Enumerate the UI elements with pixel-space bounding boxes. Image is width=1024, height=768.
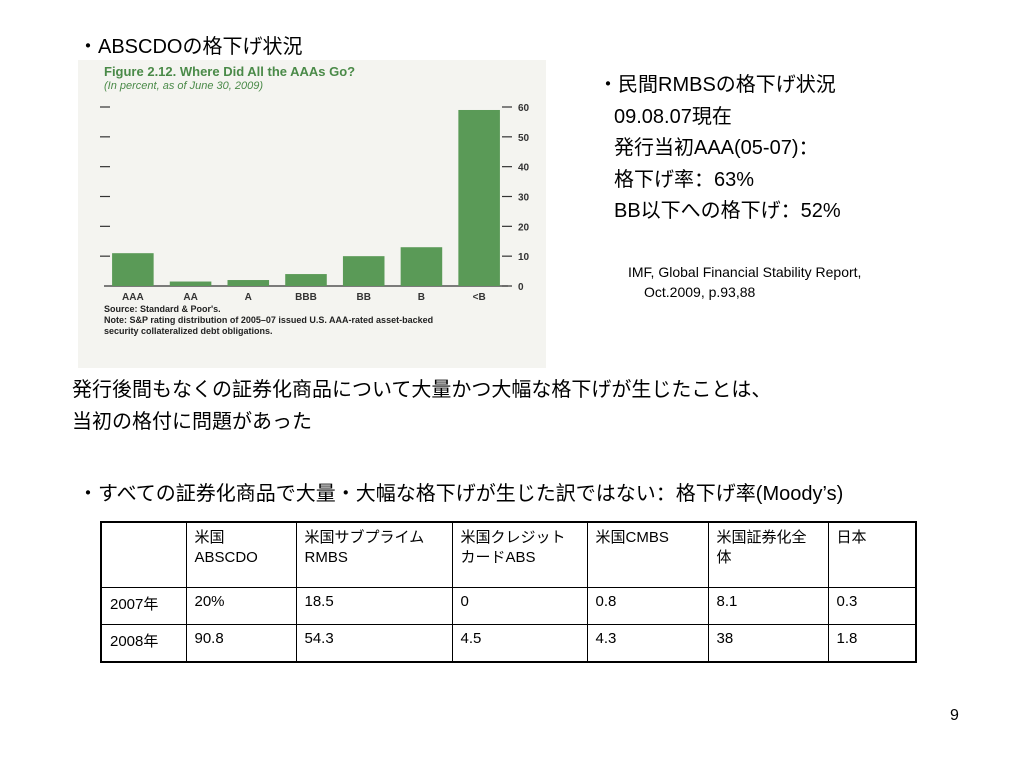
- header-cell: 米国ABSCDO: [185, 521, 297, 588]
- table-header-row: 米国ABSCDO 米国サブプライムRMBS 米国クレジットカードABS 米国CM…: [100, 521, 917, 588]
- citation-line: IMF, Global Financial Stability Report,: [628, 264, 862, 280]
- bar-ltb: [458, 109, 500, 286]
- table-cell: 0: [451, 587, 588, 625]
- rmbs-below-bb-rate: BB以下への格下げ：52%: [614, 200, 841, 222]
- chart-source-note: Source: Standard & Poor's.: [104, 304, 221, 314]
- row-label: 2007年: [100, 587, 187, 625]
- x-tick-label: BBB: [295, 292, 317, 303]
- y-tick-label: 50: [518, 133, 530, 144]
- row-label: 2008年: [100, 623, 187, 663]
- chart-source-note: security collateralized debt obligations…: [104, 326, 273, 336]
- table-cell: 38: [707, 623, 829, 663]
- table-cell: 18.5: [295, 587, 453, 625]
- rmbs-date: 09.08.07現在: [614, 105, 732, 128]
- table-cell: 1.8: [827, 623, 917, 663]
- x-tick-label: AA: [183, 292, 197, 303]
- y-tick-label: 30: [518, 193, 530, 204]
- conclusion-line: 発行後間もなくの証券化商品について大量かつ大幅な格下げが生じたことは、: [72, 379, 772, 401]
- x-tick-label: BB: [356, 292, 370, 303]
- y-tick-label: 40: [518, 163, 530, 174]
- bar-chart: Figure 2.12. Where Did All the AAAs Go?(…: [100, 64, 530, 336]
- chart-title: Figure 2.12. Where Did All the AAAs Go?: [104, 64, 355, 79]
- conclusion-line: 当初の格付に問題があった: [72, 411, 312, 433]
- bar-aa: [169, 281, 212, 286]
- bar-bbb: [285, 274, 327, 286]
- table-row: 2007年 20% 18.5 0 0.8 8.1 0.3: [100, 587, 917, 625]
- header-cell: [100, 521, 187, 588]
- chart-source-note: Note: S&P rating distribution of 2005–07…: [104, 315, 433, 325]
- bar-b: [400, 247, 443, 286]
- table-cell: 0.8: [586, 587, 709, 625]
- header-cell: 米国サブプライムRMBS: [295, 521, 453, 588]
- y-tick-label: 0: [518, 282, 524, 293]
- y-tick-label: 10: [518, 252, 530, 263]
- citation-line: Oct.2009, p.93,88: [644, 284, 756, 300]
- table-row: 2008年 90.8 54.3 4.5 4.3 38 1.8: [100, 623, 917, 663]
- header-cell: 日本: [827, 521, 917, 588]
- header-cell: 米国CMBS: [586, 521, 709, 588]
- y-tick-label: 20: [518, 222, 530, 233]
- table-cell: 90.8: [185, 623, 297, 663]
- chart-subtitle: (In percent, as of June 30, 2009): [104, 80, 263, 92]
- header-cell: 米国クレジットカードABS: [451, 521, 588, 588]
- page-number: 9: [950, 707, 959, 724]
- table-cell: 4.5: [451, 623, 588, 663]
- x-tick-label: AAA: [122, 292, 144, 303]
- table-cell: 20%: [185, 587, 297, 625]
- x-tick-label: B: [418, 292, 425, 303]
- rmbs-title: ・民間RMBSの格下げ状況: [598, 74, 836, 96]
- table-cell: 4.3: [586, 623, 709, 663]
- x-tick-label: A: [245, 292, 252, 303]
- rmbs-initial-rating: 発行当初AAA(05-07)：: [614, 137, 819, 159]
- bar-a: [227, 280, 270, 286]
- table-cell: 8.1: [707, 587, 829, 625]
- downgrade-rate-table: 米国ABSCDO 米国サブプライムRMBS 米国クレジットカードABS 米国CM…: [100, 521, 917, 663]
- x-tick-label: <B: [473, 292, 486, 303]
- header-cell: 米国証券化全体: [707, 521, 829, 588]
- table-heading: ・すべての証券化商品で大量・大幅な格下げが生じた訳ではない：格下げ率(Moody…: [78, 483, 844, 505]
- bar-aaa: [112, 253, 154, 286]
- rmbs-block: ・民間RMBSの格下げ状況 09.08.07現在 発行当初AAA(05-07)：…: [598, 70, 841, 228]
- bar-bb: [342, 256, 385, 286]
- y-tick-label: 60: [518, 103, 530, 114]
- table-cell: 0.3: [827, 587, 917, 625]
- table-cell: 54.3: [295, 623, 453, 663]
- abscdo-heading: ・ABSCDOの格下げ状況: [78, 36, 303, 58]
- rmbs-downgrade-rate: 格下げ率：63%: [614, 168, 755, 191]
- conclusion-text: 発行後間もなくの証券化商品について大量かつ大幅な格下げが生じたことは、 当初の格…: [72, 374, 771, 438]
- figure-image: Figure 2.12. Where Did All the AAAs Go?(…: [78, 60, 546, 368]
- source-citation: IMF, Global Financial Stability Report, …: [628, 262, 861, 302]
